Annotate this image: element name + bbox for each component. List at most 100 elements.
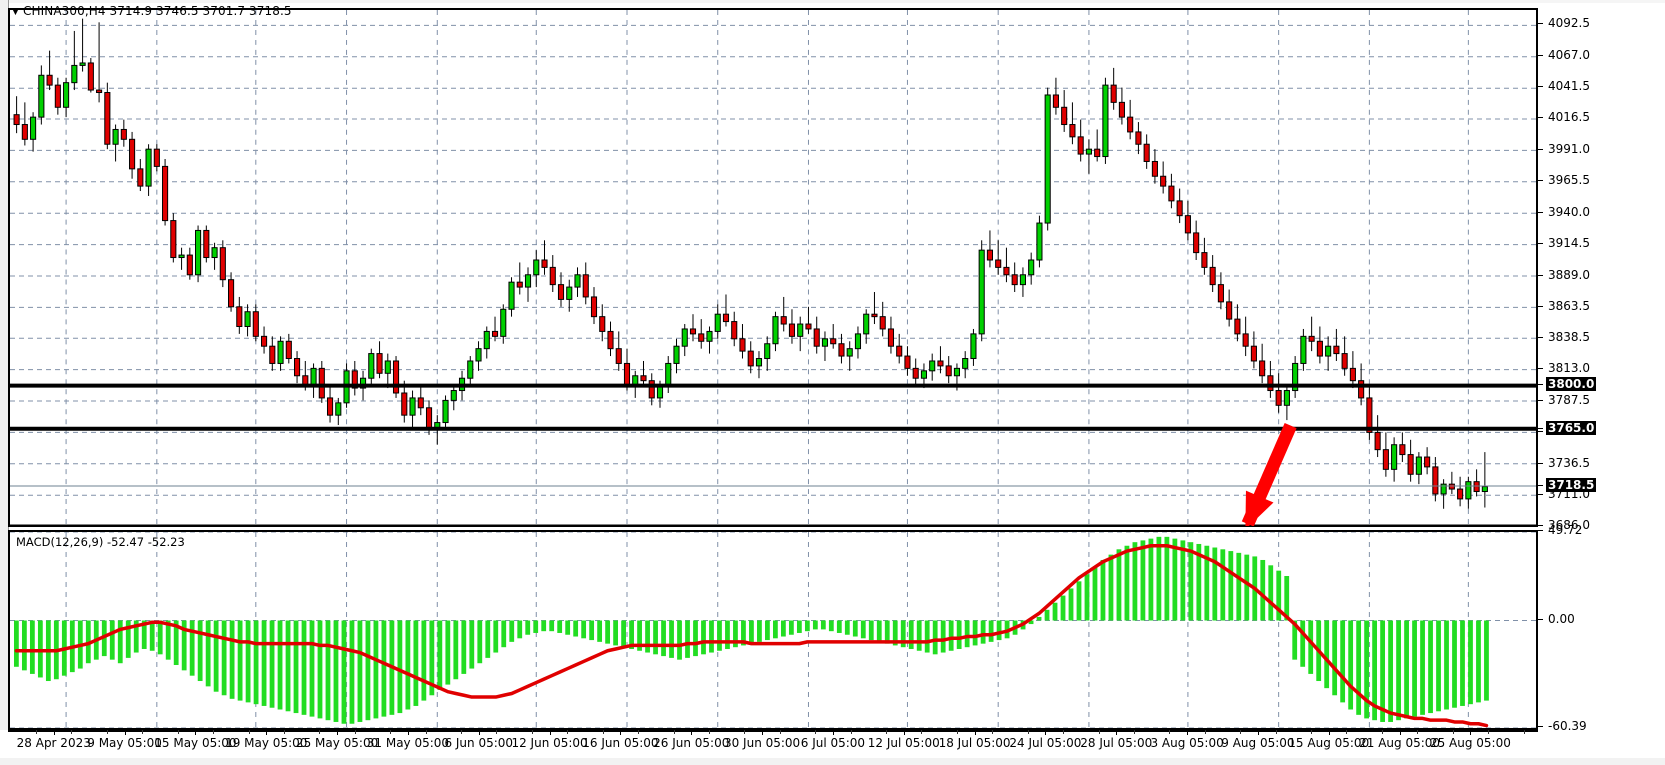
time-minor-tick — [390, 730, 392, 734]
time-axis-label: 6 Jun 05:00 — [444, 736, 514, 750]
time-tick — [762, 730, 764, 735]
time-minor-tick — [1169, 730, 1171, 734]
time-minor-tick — [1452, 730, 1454, 734]
time-minor-tick — [425, 730, 427, 734]
axis-tick — [1538, 336, 1543, 338]
time-tick — [549, 730, 551, 735]
time-axis-label: 25 May 05:00 — [295, 736, 379, 750]
time-minor-tick — [1240, 730, 1242, 734]
time-minor-tick — [71, 730, 73, 734]
bottom-scrollbar[interactable] — [0, 758, 1665, 765]
time-minor-tick — [142, 730, 144, 734]
price-axis-label: 3889.0 — [1548, 267, 1590, 282]
time-axis-label: 24 Jul 05:00 — [1009, 736, 1082, 750]
time-axis-baseline — [8, 730, 1538, 732]
price-chart-panel[interactable] — [8, 8, 1538, 527]
price-axis-label: 4016.5 — [1548, 110, 1590, 125]
axis-tick — [1538, 484, 1543, 486]
time-minor-tick — [638, 730, 640, 734]
time-tick — [1470, 730, 1472, 735]
time-tick — [478, 730, 480, 735]
axis-tick — [1538, 530, 1543, 531]
price-axis-label: 4092.5 — [1548, 16, 1590, 31]
macd-axis[interactable]: 49.72 0.00 -60.39 — [1538, 523, 1663, 733]
time-axis-label: 16 Jun 05:00 — [582, 736, 659, 750]
price-axis-support-level: 3800.0 — [1546, 377, 1597, 392]
axis-tick — [1538, 305, 1543, 307]
price-axis-label: 4041.5 — [1548, 79, 1590, 94]
time-minor-tick — [283, 730, 285, 734]
axis-tick — [1538, 211, 1543, 213]
time-axis-label: 19 May 05:00 — [225, 736, 308, 750]
time-minor-tick — [1063, 730, 1065, 734]
time-tick — [53, 730, 55, 735]
time-tick — [903, 730, 905, 735]
macd-axis-label: 49.72 — [1548, 523, 1583, 537]
axis-tick — [1538, 117, 1543, 119]
time-axis[interactable]: 28 Apr 2023 9 May 05:00 15 May 05:00 19 May… — [8, 730, 1665, 765]
time-axis-label: 31 May 05:00 — [366, 736, 450, 750]
time-minor-tick — [886, 730, 888, 734]
time-tick — [691, 730, 693, 735]
time-minor-tick — [1204, 730, 1206, 734]
time-minor-tick — [956, 730, 958, 734]
price-axis-label: 4067.0 — [1548, 47, 1590, 62]
time-minor-tick — [248, 730, 250, 734]
time-minor-tick — [850, 730, 852, 734]
time-minor-tick — [673, 730, 675, 734]
price-axis[interactable]: 4092.5 4067.0 4041.5 4016.5 3991.0 3965.5 3940… — [1538, 8, 1663, 532]
axis-tick — [1538, 494, 1543, 496]
axis-tick — [1538, 618, 1543, 620]
time-axis-label: 3 Aug 05:00 — [1150, 736, 1224, 750]
time-axis-label: 25 Aug 05:00 — [1429, 736, 1511, 750]
time-tick — [1328, 730, 1330, 735]
axis-tick — [1538, 399, 1543, 401]
time-axis-label: 15 Aug 05:00 — [1288, 736, 1370, 750]
time-minor-tick — [779, 730, 781, 734]
macd-label: MACD(12,26,9) -52.47 -52.23 — [16, 535, 185, 549]
time-axis-label: 6 Jul 05:00 — [800, 736, 866, 750]
time-tick — [337, 730, 339, 735]
price-axis-label: 3736.5 — [1548, 455, 1590, 470]
time-minor-tick — [1027, 730, 1029, 734]
time-tick — [1257, 730, 1259, 735]
time-minor-tick — [1311, 730, 1313, 734]
time-minor-tick — [106, 730, 108, 734]
time-minor-tick — [319, 730, 321, 734]
chart-title-label: ▼ CHINA300,H4 3714.9 3746.5 3701.7 3718.5 — [12, 4, 292, 18]
axis-tick — [1538, 427, 1543, 429]
time-axis-label: 12 Jul 05:00 — [867, 736, 940, 750]
time-minor-tick — [213, 730, 215, 734]
time-minor-tick — [744, 730, 746, 734]
window-top-strip — [0, 0, 1665, 3]
time-minor-tick — [531, 730, 533, 734]
time-minor-tick — [815, 730, 817, 734]
time-axis-label: 9 May 05:00 — [87, 736, 162, 750]
axis-tick — [1538, 274, 1543, 276]
price-axis-current-price: 3718.5 — [1546, 477, 1597, 492]
macd-axis-label: -60.39 — [1548, 719, 1587, 733]
price-axis-label: 3940.0 — [1548, 204, 1590, 219]
axis-tick — [1538, 384, 1543, 386]
price-axis-label: 3838.5 — [1548, 329, 1590, 344]
price-axis-label: 3965.5 — [1548, 173, 1590, 188]
time-minor-tick — [1133, 730, 1135, 734]
macd-indicator-panel[interactable]: MACD(12,26,9) -52.47 -52.23 — [8, 530, 1538, 730]
time-tick — [620, 730, 622, 735]
down-trend-arrow[interactable] — [1241, 422, 1297, 526]
time-minor-tick — [1488, 730, 1490, 734]
time-tick — [1116, 730, 1118, 735]
axis-tick — [1538, 726, 1543, 727]
axis-tick — [1538, 431, 1543, 433]
time-minor-tick — [602, 730, 604, 734]
axis-tick — [1538, 148, 1543, 150]
time-tick — [266, 730, 268, 735]
axis-tick — [1538, 86, 1543, 88]
time-minor-tick — [496, 730, 498, 734]
time-axis-label: 28 Jul 05:00 — [1080, 736, 1153, 750]
axis-tick — [1538, 462, 1543, 464]
time-axis-label: 15 May 05:00 — [154, 736, 237, 750]
collapse-triangle-icon[interactable]: ▼ — [12, 7, 20, 17]
time-minor-tick — [461, 730, 463, 734]
